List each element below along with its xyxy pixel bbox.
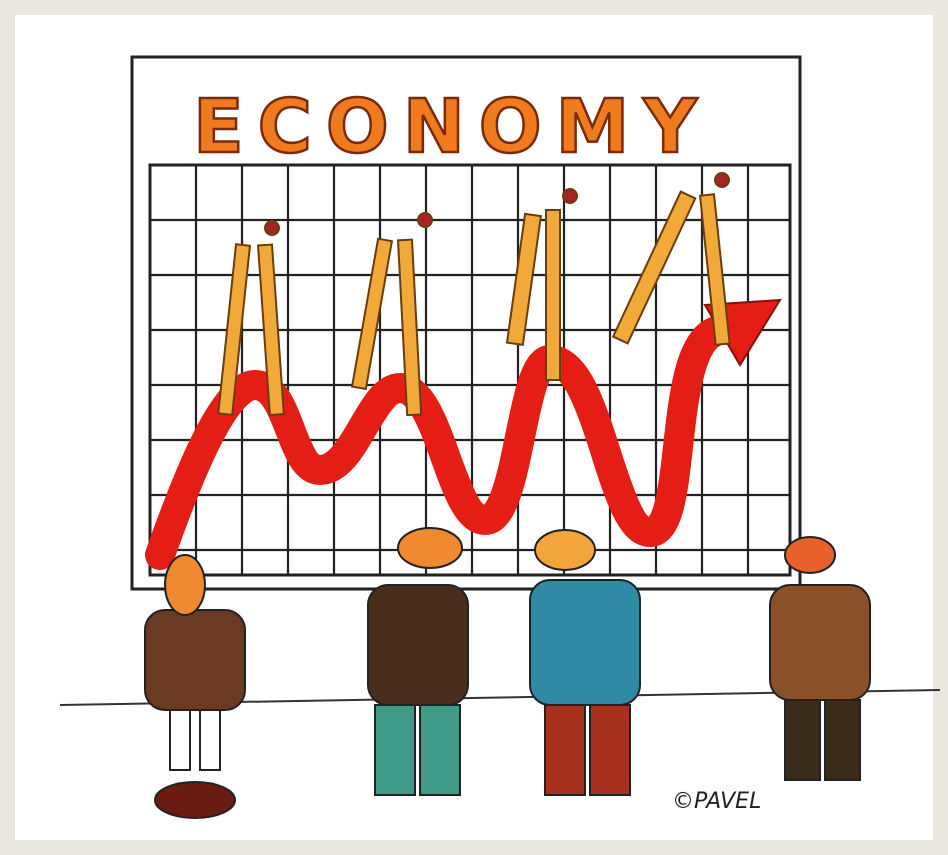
page: ECONOMY ©PAVEL [0,0,948,855]
cartoon: ECONOMY ©PAVEL [0,0,948,855]
signature: ©PAVEL [672,789,761,814]
title: ECONOMY [193,84,711,170]
